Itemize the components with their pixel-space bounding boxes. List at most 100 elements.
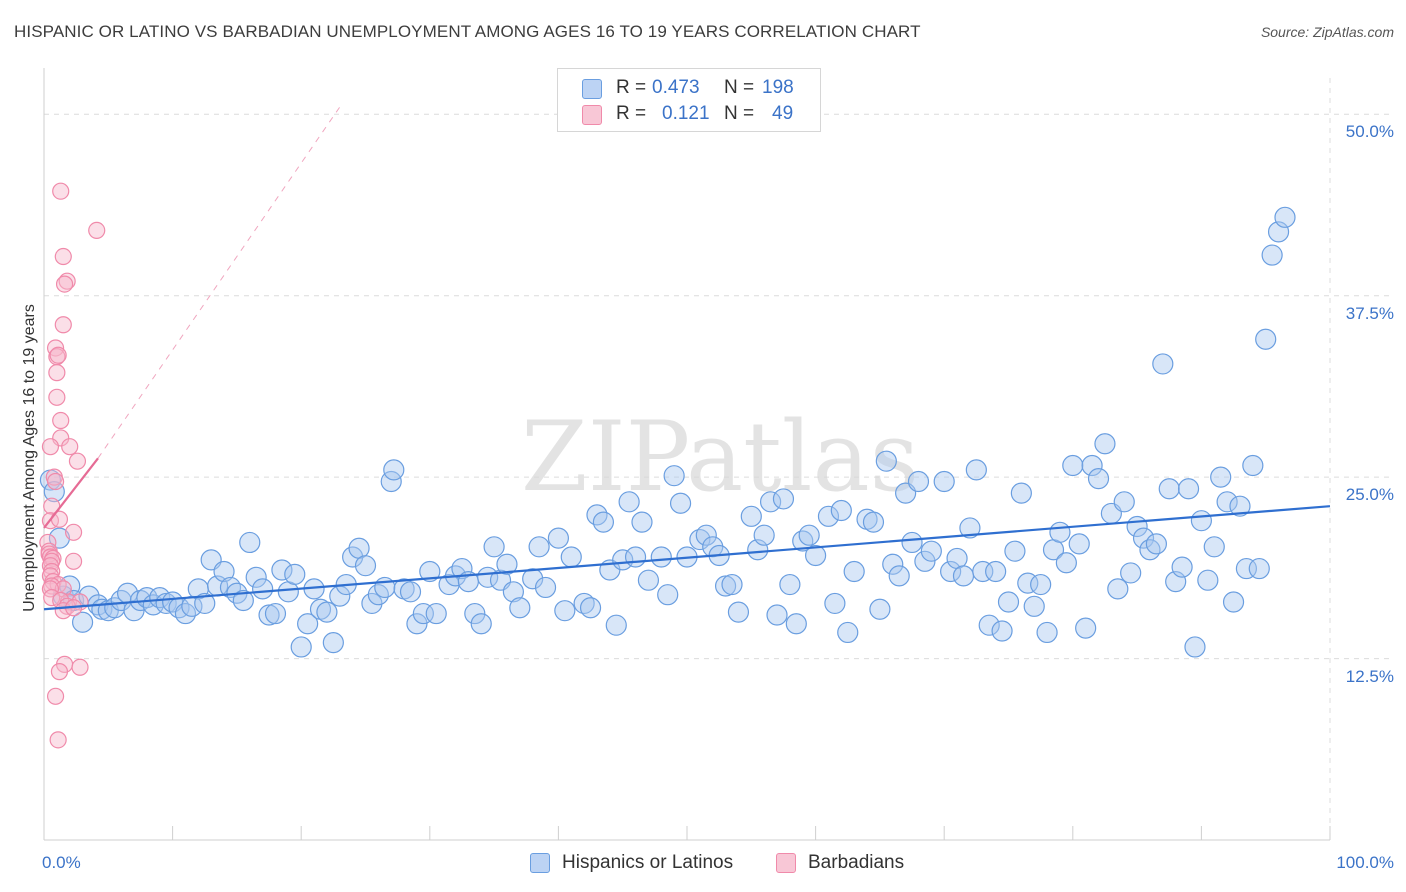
point-hispanic bbox=[1152, 353, 1174, 375]
point-hispanic bbox=[245, 566, 267, 588]
point-hispanic bbox=[785, 613, 807, 635]
point-hispanic bbox=[663, 465, 685, 487]
legend-r-value: 0.121 bbox=[662, 103, 710, 124]
legend-label-barbadian: Barbadians bbox=[808, 852, 905, 873]
point-hispanic bbox=[830, 499, 852, 522]
point-hispanic bbox=[772, 488, 795, 510]
legend-item-barbadian: Barbadians bbox=[776, 852, 926, 876]
point-hispanic bbox=[252, 578, 274, 600]
point-barbadian bbox=[52, 182, 70, 200]
point-hispanic bbox=[837, 621, 859, 644]
point-hispanic bbox=[637, 569, 660, 591]
point-hispanic bbox=[297, 613, 319, 635]
source-label: Source: ZipAtlas.com bbox=[1260, 24, 1394, 40]
point-hispanic bbox=[759, 491, 782, 513]
point-hispanic bbox=[232, 589, 254, 612]
correlation-legend: R = 0.473 N = 198 R = 0.121 N = 49 bbox=[557, 68, 821, 132]
point-barbadian bbox=[48, 364, 66, 382]
point-barbadian bbox=[41, 438, 60, 456]
trend-line-barbadian bbox=[43, 457, 99, 529]
legend-r-label: R = bbox=[616, 103, 647, 124]
point-hispanic bbox=[650, 546, 672, 568]
point-hispanic bbox=[1036, 621, 1058, 644]
point-hispanic bbox=[194, 592, 216, 615]
point-hispanic bbox=[1081, 454, 1103, 477]
point-hispanic bbox=[1068, 533, 1090, 555]
point-hispanic bbox=[534, 576, 557, 599]
point-hispanic bbox=[817, 505, 840, 527]
legend-swatch-hispanic bbox=[530, 853, 550, 873]
point-barbadian bbox=[68, 452, 87, 470]
x-tick-label-min: 0.0% bbox=[42, 853, 81, 872]
point-hispanic bbox=[1171, 556, 1193, 578]
point-hispanic bbox=[901, 531, 923, 554]
point-barbadian bbox=[58, 272, 76, 290]
point-hispanic bbox=[1055, 552, 1077, 574]
point-hispanic bbox=[496, 553, 518, 575]
point-hispanic bbox=[985, 560, 1007, 583]
point-barbadian bbox=[49, 346, 67, 364]
point-hispanic bbox=[560, 546, 582, 568]
point-barbadian bbox=[64, 552, 83, 570]
point-hispanic bbox=[612, 549, 634, 571]
point-hispanic bbox=[554, 600, 576, 622]
point-hispanic bbox=[1004, 540, 1026, 562]
point-hispanic bbox=[740, 505, 762, 527]
point-hispanic bbox=[1274, 206, 1296, 228]
point-barbadian bbox=[50, 663, 69, 681]
point-hispanic bbox=[972, 560, 994, 583]
point-hispanic bbox=[804, 544, 827, 567]
point-hispanic bbox=[322, 632, 344, 654]
point-hispanic bbox=[753, 524, 775, 546]
point-hispanic bbox=[779, 573, 801, 596]
point-hispanic bbox=[869, 598, 891, 620]
point-hispanic bbox=[509, 597, 531, 619]
point-barbadian bbox=[52, 411, 70, 430]
y-axis-label: Unemployment Among Ages 16 to 19 years bbox=[21, 304, 38, 612]
point-hispanic bbox=[605, 614, 627, 636]
point-hispanic bbox=[792, 530, 814, 552]
point-hispanic bbox=[1075, 617, 1097, 639]
point-hispanic bbox=[1229, 495, 1251, 517]
point-hispanic bbox=[965, 459, 987, 481]
y-tick-label: 12.5% bbox=[1345, 666, 1394, 686]
point-hispanic bbox=[907, 470, 930, 493]
point-hispanic bbox=[1242, 454, 1264, 477]
point-hispanic bbox=[451, 557, 473, 580]
point-hispanic bbox=[1010, 482, 1032, 504]
point-hispanic bbox=[547, 527, 570, 549]
point-hispanic bbox=[1203, 536, 1225, 558]
axes bbox=[43, 68, 1331, 841]
legend-n-label: N = bbox=[724, 77, 755, 98]
point-hispanic bbox=[1023, 595, 1045, 617]
chart-title: HISPANIC OR LATINO VS BARBADIAN UNEMPLOY… bbox=[14, 22, 921, 41]
point-hispanic bbox=[959, 517, 981, 539]
point-hispanic bbox=[1235, 557, 1258, 580]
y-tick-label: 25.0% bbox=[1345, 485, 1394, 505]
point-hispanic bbox=[470, 613, 492, 635]
point-barbadian bbox=[88, 221, 106, 239]
point-hispanic bbox=[399, 581, 422, 603]
point-hispanic bbox=[1197, 569, 1219, 591]
gridlines bbox=[44, 78, 1392, 840]
point-barbadian bbox=[48, 388, 66, 406]
point-hispanic bbox=[271, 559, 293, 581]
point-hispanic bbox=[284, 563, 306, 585]
point-hispanic bbox=[1184, 636, 1206, 658]
point-barbadian bbox=[55, 275, 74, 293]
point-hispanic bbox=[522, 568, 544, 590]
y-tick-label: 37.5% bbox=[1345, 303, 1394, 323]
point-hispanic bbox=[862, 511, 885, 533]
y-tick-label: 50.0% bbox=[1345, 122, 1394, 142]
point-hispanic bbox=[48, 527, 71, 549]
trend-line-extended-barbadian bbox=[97, 106, 341, 459]
point-hispanic bbox=[1158, 478, 1180, 500]
point-hispanic bbox=[952, 565, 975, 587]
point-hispanic bbox=[1094, 433, 1116, 455]
point-hispanic bbox=[361, 592, 383, 615]
point-hispanic bbox=[824, 592, 846, 615]
point-hispanic bbox=[843, 560, 865, 583]
point-hispanic bbox=[657, 584, 679, 606]
point-hispanic bbox=[528, 536, 550, 558]
